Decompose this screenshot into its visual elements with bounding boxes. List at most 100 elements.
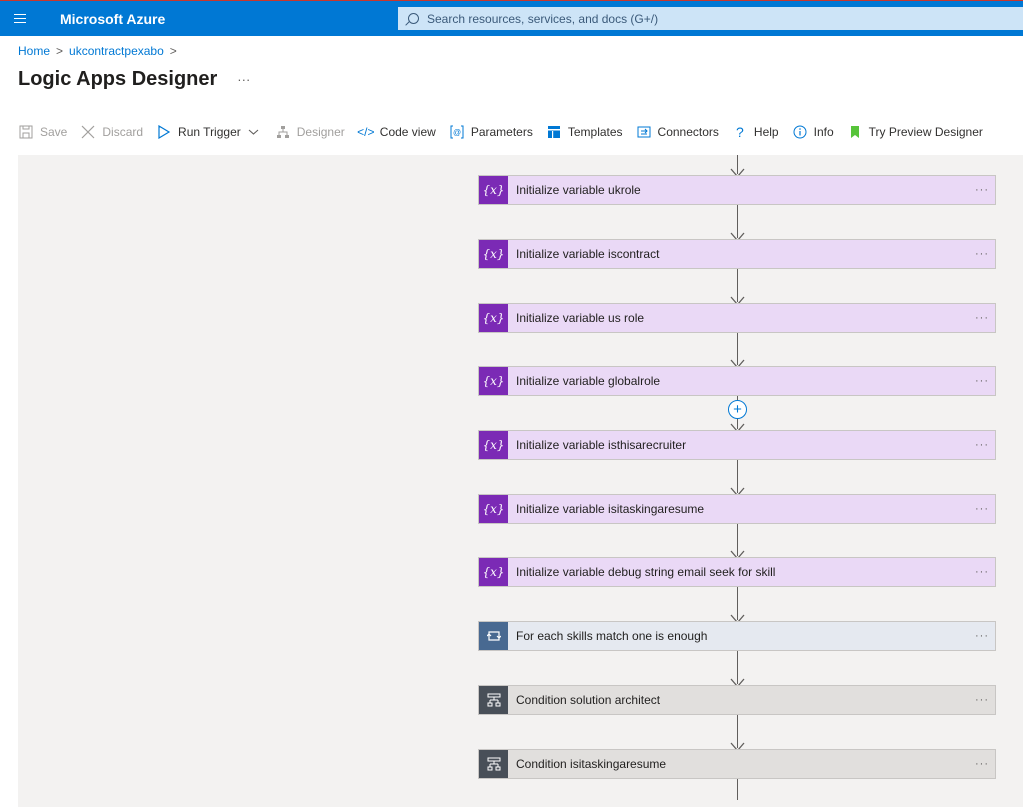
arrow-down-icon bbox=[730, 165, 745, 178]
page-title-row: Logic Apps Designer ··· bbox=[18, 68, 250, 91]
workflow-step-card[interactable]: Condition isitaskingaresume ··· bbox=[478, 749, 996, 779]
connector-line bbox=[737, 779, 738, 800]
step-menu-button[interactable]: ··· bbox=[975, 630, 989, 642]
connector-line bbox=[737, 524, 738, 556]
connectors-icon bbox=[636, 124, 652, 140]
variable-icon: {x} bbox=[479, 431, 508, 459]
workflow-step-card[interactable]: {x} Initialize variable us role ··· bbox=[478, 303, 996, 333]
arrow-down-icon bbox=[730, 675, 745, 688]
try-preview-designer-button[interactable]: Try Preview Designer bbox=[847, 124, 983, 140]
code-view-button[interactable]: </> Code view bbox=[357, 124, 436, 140]
workflow-step-card[interactable]: {x} Initialize variable isitaskingaresume… bbox=[478, 494, 996, 524]
workflow-step-card[interactable]: {x} Initialize variable ukrole ··· bbox=[478, 175, 996, 205]
top-bar: Microsoft Azure Search resources, servic… bbox=[0, 0, 1023, 36]
connectors-button[interactable]: Connectors bbox=[636, 124, 719, 140]
step-title: Initialize variable isthisarecruiter bbox=[516, 438, 687, 452]
breadcrumb-home[interactable]: Home bbox=[18, 44, 51, 58]
search-input[interactable]: Search resources, services, and docs (G+… bbox=[398, 7, 1023, 30]
breadcrumb-separator: > bbox=[56, 44, 64, 58]
step-title: Initialize variable ukrole bbox=[516, 183, 641, 197]
variable-icon: {x} bbox=[479, 176, 508, 204]
step-title: Initialize variable us role bbox=[516, 311, 645, 325]
chevron-down-icon bbox=[246, 124, 262, 140]
step-menu-button[interactable]: ··· bbox=[975, 566, 989, 578]
step-menu-button[interactable]: ··· bbox=[975, 312, 989, 324]
save-icon bbox=[18, 124, 34, 140]
variable-icon: {x} bbox=[479, 304, 508, 332]
step-title: Initialize variable globalrole bbox=[516, 374, 661, 388]
step-menu-button[interactable]: ··· bbox=[975, 758, 989, 770]
arrow-down-icon bbox=[730, 420, 745, 433]
variable-icon: {x} bbox=[479, 240, 508, 268]
breadcrumb-resource[interactable]: ukcontractpexabo bbox=[69, 44, 164, 58]
search-placeholder: Search resources, services, and docs (G+… bbox=[427, 11, 659, 26]
designer-icon bbox=[275, 124, 291, 140]
help-button[interactable]: ? Help bbox=[732, 124, 779, 140]
variable-icon: {x} bbox=[479, 558, 508, 586]
discard-label: Discard bbox=[102, 125, 144, 139]
info-icon bbox=[792, 124, 808, 140]
breadcrumb: Home > ukcontractpexabo > bbox=[18, 44, 177, 58]
arrow-down-icon bbox=[730, 356, 745, 369]
templates-button[interactable]: Templates bbox=[546, 124, 623, 140]
arrow-down-icon bbox=[730, 293, 745, 306]
templates-icon bbox=[546, 124, 562, 140]
step-title: For each skills match one is enough bbox=[516, 629, 708, 643]
connector-line bbox=[737, 155, 738, 174]
run-trigger-button[interactable]: Run Trigger bbox=[156, 124, 262, 140]
brand-title[interactable]: Microsoft Azure bbox=[60, 10, 166, 27]
step-menu-button[interactable]: ··· bbox=[975, 248, 989, 260]
info-button[interactable]: Info bbox=[792, 124, 834, 140]
more-options-button[interactable]: ··· bbox=[237, 72, 251, 87]
workflow-step-card[interactable]: For each skills match one is enough ··· bbox=[478, 621, 996, 651]
discard-button[interactable]: Discard bbox=[80, 124, 143, 140]
workflow-step-card[interactable]: {x} Initialize variable globalrole ··· bbox=[478, 366, 996, 396]
save-button[interactable]: Save bbox=[18, 124, 67, 140]
workflow-step-card[interactable]: {x} Initialize variable iscontract ··· bbox=[478, 239, 996, 269]
parameters-icon: @ bbox=[449, 124, 465, 140]
breadcrumb-separator: > bbox=[169, 44, 177, 58]
arrow-down-icon bbox=[730, 611, 745, 624]
step-title: Initialize variable isitaskingaresume bbox=[516, 502, 705, 516]
condition-icon bbox=[479, 686, 508, 714]
step-menu-button[interactable]: ··· bbox=[975, 439, 989, 451]
step-menu-button[interactable]: ··· bbox=[975, 694, 989, 706]
info-label: Info bbox=[813, 125, 834, 139]
designer-button[interactable]: Designer bbox=[275, 124, 345, 140]
help-label: Help bbox=[753, 125, 779, 139]
variable-icon: {x} bbox=[479, 495, 508, 523]
search-icon bbox=[408, 13, 419, 24]
code-view-label: Code view bbox=[379, 125, 436, 139]
parameters-button[interactable]: @ Parameters bbox=[449, 124, 533, 140]
step-menu-button[interactable]: ··· bbox=[975, 184, 989, 196]
add-step-icon[interactable]: + bbox=[728, 400, 747, 419]
step-title: Condition isitaskingaresume bbox=[516, 757, 667, 771]
step-title: Initialize variable iscontract bbox=[516, 247, 660, 261]
toolbar: Save Discard Run Trigger Designer </> Co… bbox=[18, 122, 996, 142]
connector-line bbox=[737, 460, 738, 493]
connector-line bbox=[737, 715, 738, 748]
connector-line bbox=[737, 587, 738, 620]
connectors-label: Connectors bbox=[657, 125, 719, 139]
code-icon: </> bbox=[357, 125, 375, 139]
condition-icon bbox=[479, 750, 508, 778]
connector-line bbox=[737, 269, 738, 302]
save-label: Save bbox=[40, 125, 68, 139]
arrow-down-icon bbox=[730, 229, 745, 242]
step-menu-button[interactable]: ··· bbox=[975, 503, 989, 515]
help-icon: ? bbox=[736, 124, 744, 140]
variable-icon: {x} bbox=[479, 367, 508, 395]
workflow-step-card[interactable]: Condition solution architect ··· bbox=[478, 685, 996, 715]
arrow-down-icon bbox=[730, 484, 745, 497]
step-menu-button[interactable]: ··· bbox=[975, 375, 989, 387]
workflow-step-card[interactable]: {x} Initialize variable debug string emai… bbox=[478, 557, 996, 587]
play-icon bbox=[156, 124, 172, 140]
menu-icon[interactable] bbox=[0, 1, 40, 37]
templates-label: Templates bbox=[567, 125, 623, 139]
run-trigger-label: Run Trigger bbox=[178, 125, 241, 139]
workflow-step-card[interactable]: {x} Initialize variable isthisarecruiter ·… bbox=[478, 430, 996, 460]
page-title: Logic Apps Designer bbox=[18, 68, 218, 90]
parameters-label: Parameters bbox=[470, 125, 533, 139]
close-icon bbox=[80, 124, 96, 140]
designer-label: Designer bbox=[296, 125, 345, 139]
